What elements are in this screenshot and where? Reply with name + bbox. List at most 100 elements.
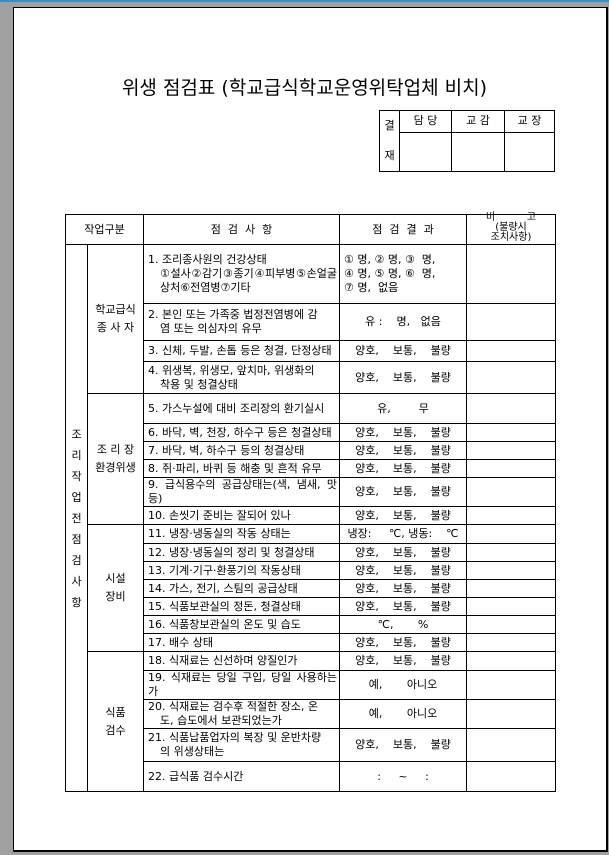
inspection-result[interactable]: : ~ : [339,761,467,792]
inspection-result[interactable]: 냉장: ℃, 냉동: ℃ [339,524,467,544]
remarks-cell[interactable] [466,441,556,460]
table-row: 식품 검수 18. 식재료는 신선하며 양질인가 양호, 보통, 불량 [66,651,556,792]
inspection-item: 21. 식품납품업자의 복장 및 운반차량 의 위생상태는 [143,728,340,762]
remarks-cell[interactable] [466,579,556,598]
remarks-cell[interactable] [466,651,556,671]
table-row: 15. 식품보관실의 정돈, 청결상태 양호, 보통, 불량 [66,597,556,616]
inspection-result[interactable]: 유 : 명, 없음 [339,303,467,341]
inspection-result[interactable]: 유, 무 [339,393,467,424]
remarks-cell[interactable] [466,524,556,544]
remarks-cell[interactable] [466,615,556,634]
remarks-cell[interactable] [466,423,556,442]
inspection-result[interactable]: 양호, 보통, 불량 [339,361,467,394]
table-row: 12. 냉장·냉동실의 정리 및 청결상태 양호, 보통, 불량 [66,543,556,562]
table-row: 20. 식재료는 검수후 적절한 장소, 온 도, 습도에서 보관되었는가 예, 아… [66,699,556,729]
item-text: 1. 조리종사원의 건강상태 [148,253,267,266]
inspection-result[interactable]: 양호, 보통, 불량 [339,579,467,598]
item-text: 21. 식품납품업자의 복장 및 운반차량 [148,731,322,744]
remarks-cell[interactable] [466,244,556,304]
inspection-item: 16. 식품창보관실의 온도 및 습도 [143,615,340,634]
inspection-result[interactable]: 양호, 보통, 불량 [339,506,467,525]
inspection-result[interactable]: 양호, 보통, 불량 [339,543,467,562]
inspection-item: 8. 쥐·파리, 바퀴 등 해충 및 흔적 유무 [143,459,340,478]
remarks-cell[interactable] [466,459,556,478]
inspection-result[interactable]: 예, 아니오 [339,670,467,700]
remarks-cell[interactable] [466,761,556,792]
remarks-cell[interactable] [466,340,556,362]
inspection-result[interactable]: ℃, % [339,615,467,634]
approval-label-top: 결 [384,119,395,132]
item-text: 17. 배수 상태 [148,635,213,649]
header-remarks-sub: (불량시 조치사항) [490,221,532,243]
remarks-cell[interactable] [466,699,556,729]
approval-col-header: 담 당 [399,110,452,133]
approval-sign-cell[interactable] [451,131,505,173]
item-text-cont: ①설사②감기③종기④피부병⑤손얼굴 상처⑥전염병⑦기타 [160,267,337,294]
inspection-item: 11. 냉장·냉동실의 작동 상태는 [143,524,340,544]
remarks-cell[interactable] [466,361,556,394]
table-row: 21. 식품납품업자의 복장 및 운반차량 의 위생상태는 양호, 보통, 불량 [66,728,556,762]
item-text: 19. 식재료는 당일 구입, 당일 사용하는가 [148,671,337,698]
inspection-result[interactable]: 양호, 보통, 불량 [339,477,467,507]
inspection-item: 19. 식재료는 당일 구입, 당일 사용하는가 [143,670,340,700]
inspection-item: 7. 바닥, 벽, 하수구 등의 청결상태 [143,441,340,460]
inspection-result[interactable]: 예, 아니오 [339,699,467,729]
remarks-cell[interactable] [466,393,556,424]
remarks-cell[interactable] [466,670,556,700]
inspection-result[interactable]: 양호, 보통, 불량 [339,633,467,652]
remarks-cell[interactable] [466,303,556,341]
window-top-border [0,0,609,2]
inspection-result[interactable]: 양호, 보통, 불량 [339,728,467,762]
group-label: 학교급식 종 사 자 [87,244,144,394]
item-text: 6. 바닥, 벽, 천장, 하수구 등은 청결상태 [148,425,332,439]
remarks-cell[interactable] [466,728,556,762]
header-remarks: 비 고 (불량시 조치사항) [466,212,556,245]
table-row: 22. 급식품 검수시간 : ~ : [66,761,556,792]
inspection-result[interactable]: 양호, 보통, 불량 [339,423,467,442]
item-text: 22. 급식품 검수시간 [148,769,244,783]
inspection-item: 9. 급식용수의 공급상태는(색, 냄새, 맛 등) [143,477,340,507]
inspection-result[interactable]: 양호, 보통, 불량 [339,651,467,671]
inspection-item: 20. 식재료는 검수후 적절한 장소, 온 도, 습도에서 보관되었는가 [143,699,340,729]
item-text: 8. 쥐·파리, 바퀴 등 해충 및 흔적 유무 [148,461,322,475]
inspection-item: 14. 가스, 전기, 스팀의 공급상태 [143,579,340,598]
item-text: 15. 식품보관실의 정돈, 청결상태 [148,599,301,613]
inspection-result[interactable]: 양호, 보통, 불량 [339,441,467,460]
page-title: 위생 점검표 (학교급식학교운영위탁업체 비치) [121,77,488,99]
inspection-result[interactable]: 양호, 보통, 불량 [339,597,467,616]
inspection-item: 4. 위생복, 위생모, 앞치마, 위생화의 착용 및 청결상태 [143,361,340,394]
inspection-item: 17. 배수 상태 [143,633,340,652]
item-text: 10. 손씻기 준비는 잘되어 있나 [148,508,291,522]
inspection-result[interactable]: 양호, 보통, 불량 [339,459,467,478]
approval-sign-cell[interactable] [504,131,555,173]
remarks-cell[interactable] [466,477,556,507]
item-text: 4. 위생복, 위생모, 앞치마, 위생화의 [148,363,315,377]
remarks-cell[interactable] [466,506,556,525]
inspection-item: 18. 식재료는 신선하며 양질인가 [143,651,340,671]
remarks-cell[interactable] [466,597,556,616]
inspection-result[interactable]: 양호, 보통, 불량 [339,561,467,580]
header-items: 점 검 사 항 [143,214,340,245]
table-row: 16. 식품창보관실의 온도 및 습도 ℃, % [66,615,556,634]
inspection-result[interactable]: 양호, 보통, 불량 [339,340,467,362]
remarks-cell[interactable] [466,561,556,580]
remarks-cell[interactable] [466,543,556,562]
table-row: 17. 배수 상태 양호, 보통, 불량 [66,633,556,652]
inspection-result[interactable]: ① 명, ② 명, ③ 명, ④ 명, ⑤ 명, ⑥ 명, ⑦ 명, 없음 [339,244,467,304]
inspection-item: 10. 손씻기 준비는 잘되어 있나 [143,506,340,525]
item-text: 2. 본인 또는 가족중 법정전염병에 감 [148,308,318,321]
table-row: 19. 식재료는 당일 구입, 당일 사용하는가 예, 아니오 [66,670,556,700]
table-row: 8. 쥐·파리, 바퀴 등 해충 및 흔적 유무 양호, 보통, 불량 [66,459,556,478]
approval-sign-cell[interactable] [399,131,452,173]
item-text: 14. 가스, 전기, 스팀의 공급상태 [148,581,298,595]
item-text: 12. 냉장·냉동실의 정리 및 청결상태 [148,545,315,559]
table-row: 13. 기계·기구·환풍기의 작동상태 양호, 보통, 불량 [66,561,556,580]
item-text: 11. 냉장·냉동실의 작동 상태는 [148,527,291,540]
item-text-cont: 의 위생상태는 [160,745,225,758]
inspection-item: 12. 냉장·냉동실의 정리 및 청결상태 [143,543,340,562]
remarks-cell[interactable] [466,633,556,652]
inspection-item: 3. 신체, 두발, 손톱 등은 청결, 단정상태 [143,340,340,362]
item-text: 3. 신체, 두발, 손톱 등은 청결, 단정상태 [148,344,332,357]
